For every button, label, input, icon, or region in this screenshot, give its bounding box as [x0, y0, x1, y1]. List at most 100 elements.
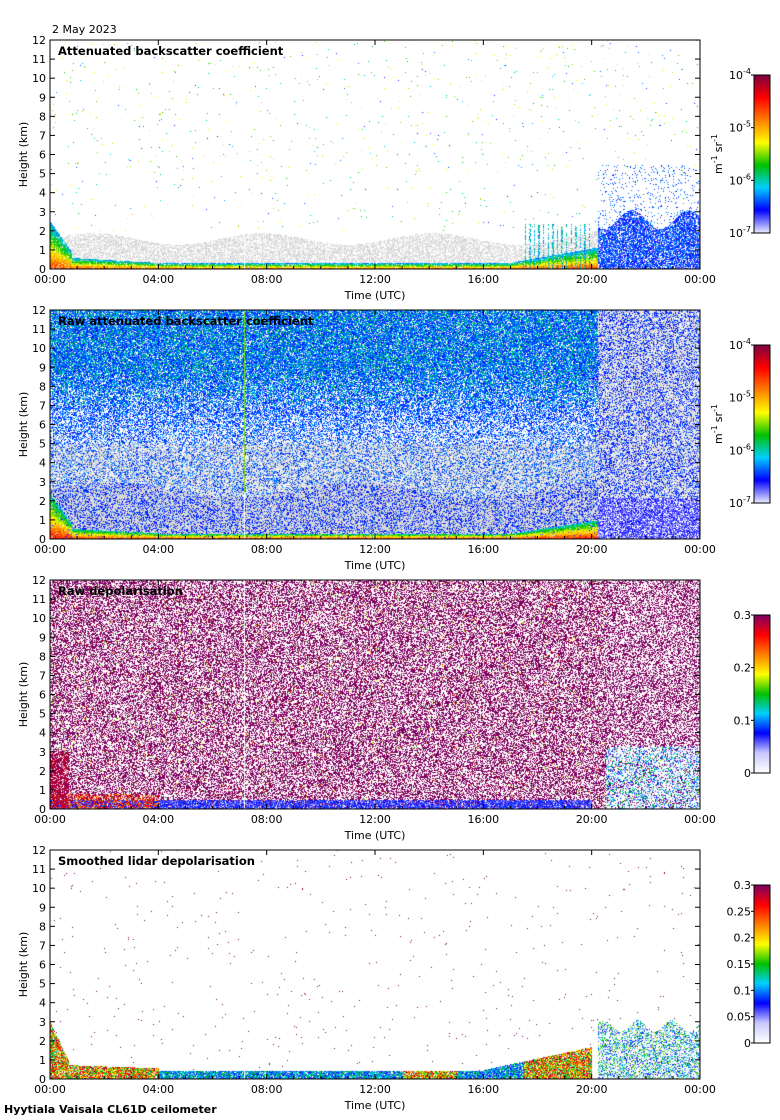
y-tick-label: 10 [32, 882, 46, 895]
y-tick-label: 2 [39, 225, 46, 238]
colorbar-tick-base: 10 [729, 227, 743, 240]
y-tick-label: 9 [39, 361, 46, 374]
x-tick-label: 12:00 [359, 273, 391, 286]
x-tick-label: 04:00 [142, 543, 174, 556]
colorbar-unit: m-1sr-1 [710, 134, 725, 174]
y-tick-label: 4 [39, 997, 46, 1010]
y-axis-label: Height (km) [17, 662, 30, 728]
y-tick-label: 12 [32, 574, 46, 587]
x-tick-label: 00:00 [34, 813, 66, 826]
y-tick-label: 2 [39, 495, 46, 508]
y-tick-label: 9 [39, 901, 46, 914]
y-tick-label: 12 [32, 844, 46, 857]
y-tick-label: 10 [32, 342, 46, 355]
unit-b-exp: -1 [710, 134, 719, 142]
y-tick-label: 6 [39, 149, 46, 162]
colorbar-tick-label: 10-5 [729, 120, 751, 135]
colorbar-tick-label: 0.05 [727, 1011, 752, 1024]
x-tick-label: 20:00 [576, 543, 608, 556]
unit-b-exp: -1 [710, 404, 719, 412]
x-tick-label: 16:00 [467, 543, 499, 556]
y-tick-label: 9 [39, 91, 46, 104]
y-tick-label: 6 [39, 959, 46, 972]
y-tick-label: 9 [39, 631, 46, 644]
colorbar-tick-exp: -4 [743, 67, 751, 76]
colorbar-frame [753, 74, 771, 234]
y-tick-label: 5 [39, 708, 46, 721]
colorbar-tick-label: 0.1 [734, 714, 752, 727]
colorbar-tick-base: 10 [729, 122, 743, 135]
x-axis-label: Time (UTC) [344, 289, 406, 302]
x-tick-label: 08:00 [251, 543, 283, 556]
unit-a: m [712, 433, 725, 444]
colorbar-tick-base: 10 [729, 339, 743, 352]
colorbar [754, 75, 770, 233]
x-tick-label: 20:00 [576, 813, 608, 826]
unit-a-exp: -1 [710, 425, 719, 433]
panel-2: Raw attenuated backscatter coefficient 0 1… [17, 304, 771, 572]
x-tick-label: 20:00 [576, 1083, 608, 1096]
y-tick-label: 11 [32, 53, 46, 66]
y-tick-label: 0 [39, 263, 46, 276]
y-tick-label: 8 [39, 380, 46, 393]
heatmap-image [50, 580, 700, 809]
y-tick-label: 5 [39, 438, 46, 451]
colorbar-frame [753, 614, 771, 774]
colorbar-tick-base: 10 [729, 69, 743, 82]
colorbar-tick-label: 0.2 [734, 662, 752, 675]
x-axis-label: Time (UTC) [344, 559, 406, 572]
colorbar-tick-exp: -7 [743, 495, 751, 504]
colorbar-tick-base: 10 [729, 392, 743, 405]
colorbar-unit: m-1sr-1 [710, 404, 725, 444]
heatmap-image [50, 40, 700, 269]
colorbar-tick-exp: -5 [743, 120, 751, 129]
y-tick-label: 8 [39, 920, 46, 933]
x-tick-label: 08:00 [251, 1083, 283, 1096]
unit-b: sr [712, 412, 725, 423]
y-tick-label: 4 [39, 727, 46, 740]
heatmap-image [50, 850, 700, 1079]
figure-date: 2 May 2023 [52, 23, 117, 36]
x-tick-label: 20:00 [576, 273, 608, 286]
colorbar-tick-label: 0.3 [734, 609, 752, 622]
y-tick-label: 1 [39, 1054, 46, 1067]
colorbar-tick-label: 10-4 [729, 67, 751, 82]
figure-footer: Hyytiala Vaisala CL61D ceilometer [4, 1103, 217, 1116]
colorbar [754, 615, 770, 773]
colorbar-tick-label: 0.15 [727, 958, 752, 971]
colorbar-frame [753, 344, 771, 504]
colorbar-tick-label: 10-6 [729, 172, 751, 187]
x-tick-label: 00:00 [684, 543, 716, 556]
x-tick-label: 04:00 [142, 273, 174, 286]
y-tick-label: 5 [39, 978, 46, 991]
x-tick-label: 12:00 [359, 1083, 391, 1096]
colorbar [754, 345, 770, 503]
colorbar-tick-base: 10 [729, 497, 743, 510]
colorbar-tick-label: 0 [744, 767, 751, 780]
x-tick-label: 08:00 [251, 273, 283, 286]
x-tick-label: 00:00 [684, 273, 716, 286]
y-tick-label: 5 [39, 168, 46, 181]
panel-title: Raw depolarisation [58, 584, 183, 598]
colorbar [754, 885, 770, 1043]
x-tick-label: 00:00 [34, 543, 66, 556]
y-axis-label: Height (km) [17, 932, 30, 998]
y-axis-label: Height (km) [17, 392, 30, 458]
y-tick-label: 1 [39, 784, 46, 797]
x-tick-label: 04:00 [142, 1083, 174, 1096]
colorbar-tick-exp: -5 [743, 390, 751, 399]
y-tick-label: 12 [32, 304, 46, 317]
colorbar-tick-exp: -7 [743, 225, 751, 234]
heatmap-image [50, 310, 700, 539]
chart-panels: Attenuated backscatter coefficient012345… [17, 34, 771, 1112]
x-tick-label: 16:00 [467, 1083, 499, 1096]
panel-title: Raw attenuated backscatter coefficient [58, 314, 314, 328]
y-tick-label: 7 [39, 939, 46, 952]
y-tick-label: 3 [39, 476, 46, 489]
panel-title: Smoothed lidar depolarisation [58, 854, 255, 868]
y-tick-label: 6 [39, 689, 46, 702]
x-tick-label: 16:00 [467, 813, 499, 826]
x-tick-label: 00:00 [684, 1083, 716, 1096]
